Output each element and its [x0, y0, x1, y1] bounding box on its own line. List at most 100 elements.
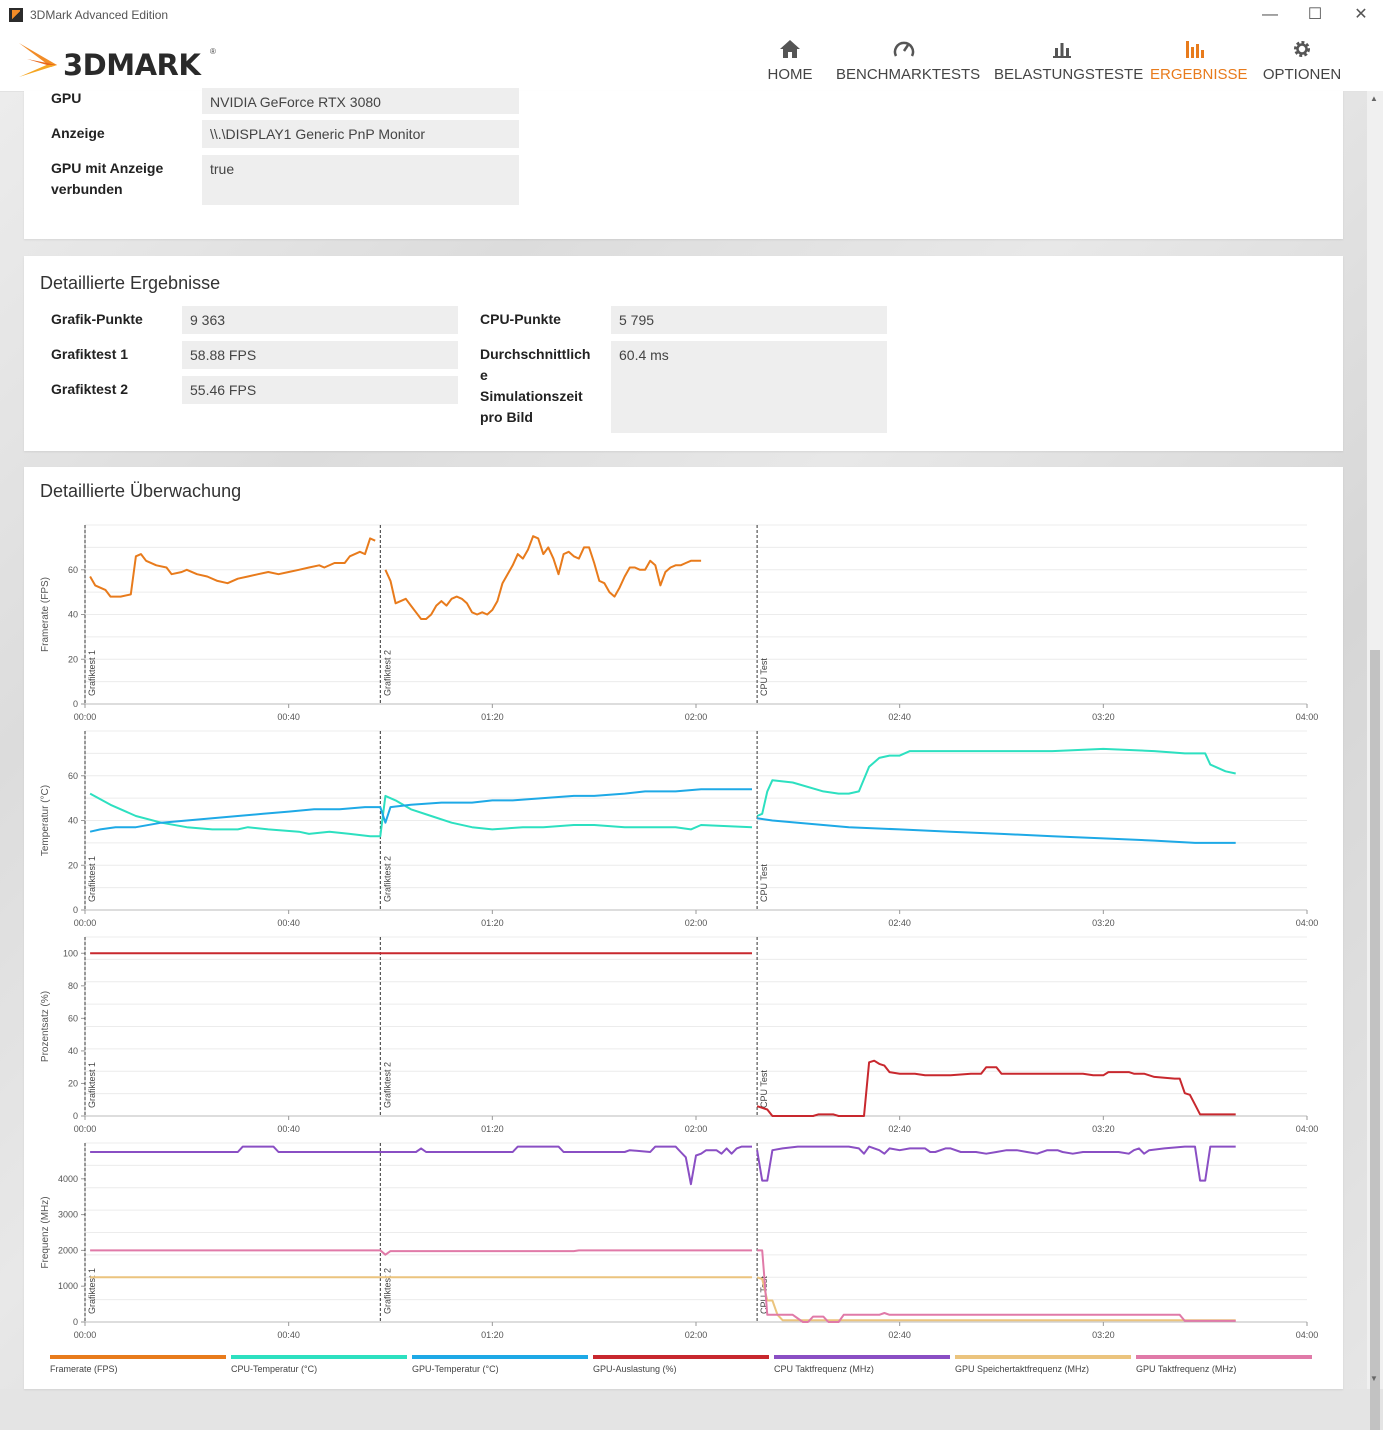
legend-swatch	[1136, 1355, 1312, 1359]
legend-label: GPU-Temperatur (°C)	[412, 1364, 499, 1374]
y-axis-label: Prozentsatz (%)	[40, 991, 51, 1062]
x-tick-label: 01:20	[481, 1330, 504, 1340]
y-tick-label: 100	[63, 948, 78, 958]
y-tick-label: 1000	[58, 1281, 78, 1291]
y-tick-label: 0	[73, 905, 78, 915]
gpu-display-connected-label: GPU mit Anzeige verbunden	[51, 160, 164, 197]
gauge-icon	[836, 39, 972, 61]
x-tick-label: 02:00	[685, 1124, 708, 1134]
graphics-test-1-label: Grafiktest 1	[51, 346, 129, 362]
cpu-score-value: 5 795	[611, 306, 887, 334]
x-tick-label: 04:00	[1296, 1124, 1319, 1134]
y-tick-label: 40	[68, 816, 78, 826]
series-line	[756, 1145, 1236, 1182]
series-line	[756, 1059, 1236, 1117]
scroll-down-arrow-icon[interactable]: ▼	[1370, 1374, 1378, 1383]
maximize-button[interactable]: ☐	[1307, 6, 1323, 23]
nav-optionen[interactable]: OPTIONEN	[1262, 30, 1342, 91]
detailed-results-title: Detaillierte Ergebnisse	[40, 273, 221, 293]
test-marker-label: CPU Test	[759, 864, 769, 902]
legend-label: CPU Taktfrequenz (MHz)	[774, 1364, 874, 1374]
x-tick-label: 04:00	[1296, 1330, 1319, 1340]
y-tick-label: 0	[73, 1111, 78, 1121]
legend-label: Framerate (FPS)	[50, 1364, 118, 1374]
close-button[interactable]: ✕	[1354, 6, 1368, 23]
legend-swatch	[955, 1355, 1131, 1359]
series-line	[89, 537, 376, 598]
legend-swatch	[231, 1355, 407, 1359]
y-tick-label: 0	[73, 699, 78, 709]
x-tick-label: 02:00	[685, 712, 708, 722]
y-tick-label: 3000	[58, 1210, 78, 1220]
display-label: Anzeige	[51, 125, 105, 141]
y-tick-label: 80	[68, 981, 78, 991]
y-axis-label: Frequenz (MHz)	[40, 1196, 51, 1268]
test-marker-label: CPU Test	[759, 658, 769, 696]
avg-simulation-time-value: 60.4 ms	[611, 341, 887, 433]
vertical-scrollbar[interactable]: ▲ ▼	[1367, 91, 1383, 1430]
x-tick-label: 01:20	[481, 1124, 504, 1134]
window-titlebar: 3DMark Advanced Edition — ☐ ✕	[0, 0, 1383, 30]
gpu-label: GPU	[51, 90, 82, 106]
detailed-results-card: Detaillierte Ergebnisse Grafik-Punkte 9 …	[24, 256, 1343, 451]
y-tick-label: 60	[68, 1013, 78, 1023]
graphics-score-value: 9 363	[182, 306, 458, 334]
x-tick-label: 02:40	[888, 1124, 911, 1134]
window-title: 3DMark Advanced Edition	[30, 8, 169, 22]
legend-label: CPU-Temperatur (°C)	[231, 1364, 317, 1374]
test-marker-label: Grafiktest 2	[382, 650, 392, 696]
avg-sim-label-line-2: e	[480, 367, 488, 383]
nav-optionen-label: OPTIONEN	[1262, 66, 1342, 83]
display-value: \\.\DISPLAY1 Generic PnP Monitor	[202, 120, 519, 148]
x-tick-label: 00:00	[74, 1124, 97, 1134]
x-tick-label: 03:20	[1092, 918, 1115, 928]
3dmark-logo[interactable]: 3DMARK ®	[17, 37, 217, 83]
gear-icon	[1262, 39, 1342, 61]
x-tick-label: 03:20	[1092, 1330, 1115, 1340]
graphics-test-2-value: 55.46 FPS	[182, 376, 458, 404]
y-axis-label: Framerate (FPS)	[40, 577, 51, 652]
logo-swoosh-icon	[19, 43, 57, 77]
avg-simulation-time-label: Durchschnittlich e Simulationszeit pro B…	[480, 344, 605, 428]
nav-ergebnisse[interactable]: ERGEBNISSE	[1150, 30, 1248, 91]
y-tick-label: 60	[68, 771, 78, 781]
nav-benchmarktests[interactable]: BENCHMARKTESTS	[836, 30, 980, 91]
x-tick-label: 02:40	[888, 712, 911, 722]
legend-swatch	[774, 1355, 950, 1359]
test-marker-label: Grafiktest 2	[382, 1268, 392, 1314]
x-tick-label: 00:00	[74, 918, 97, 928]
legend-swatch	[412, 1355, 588, 1359]
nav-home[interactable]: HOME	[760, 30, 820, 91]
scrollbar-thumb[interactable]	[1370, 650, 1380, 1430]
monitoring-card: Detaillierte Überwachung 0 20 40 60 00:00 00:…	[24, 467, 1343, 1389]
test-marker-label: Grafiktest 2	[382, 1062, 392, 1108]
x-tick-label: 03:20	[1092, 1124, 1115, 1134]
monitoring-title: Detaillierte Überwachung	[40, 481, 242, 501]
y-tick-label: 20	[68, 1078, 78, 1088]
legend-label: GPU Speichertaktfrequenz (MHz)	[955, 1364, 1089, 1374]
graphics-test-2-label: Grafiktest 2	[51, 381, 129, 397]
y-tick-label: 0	[73, 1317, 78, 1327]
x-tick-label: 01:20	[481, 918, 504, 928]
nav-ergebnisse-label: ERGEBNISSE	[1150, 66, 1248, 83]
avg-sim-label-line-3: Simulationszeit	[480, 388, 583, 404]
x-tick-label: 02:00	[685, 1330, 708, 1340]
test-marker-label: Grafiktest 1	[87, 856, 97, 902]
scroll-up-arrow-icon[interactable]: ▲	[1370, 94, 1378, 103]
y-axis-label: Temperatur (°C)	[40, 785, 51, 856]
graphics-test-1-value: 58.88 FPS	[182, 341, 458, 369]
monitoring-charts: 0 20 40 60 00:00 00:40 01:20 02:00 02:40 03:20 04:…	[40, 524, 1319, 1374]
x-tick-label: 02:40	[888, 1330, 911, 1340]
legend-label: GPU Taktfrequenz (MHz)	[1136, 1364, 1236, 1374]
test-marker-label: Grafiktest 2	[382, 856, 392, 902]
legend-swatch	[50, 1355, 226, 1359]
test-marker-label: Grafiktest 1	[87, 1268, 97, 1314]
nav-belastungsteste[interactable]: BELASTUNGSTESTE	[994, 30, 1143, 91]
x-tick-label: 00:40	[277, 1330, 300, 1340]
y-tick-label: 2000	[58, 1245, 78, 1255]
app-icon	[9, 8, 23, 22]
y-tick-label: 40	[68, 1046, 78, 1056]
minimize-button[interactable]: —	[1262, 6, 1278, 23]
gpu-value: NVIDIA GeForce RTX 3080	[202, 88, 519, 114]
home-icon	[760, 39, 820, 61]
